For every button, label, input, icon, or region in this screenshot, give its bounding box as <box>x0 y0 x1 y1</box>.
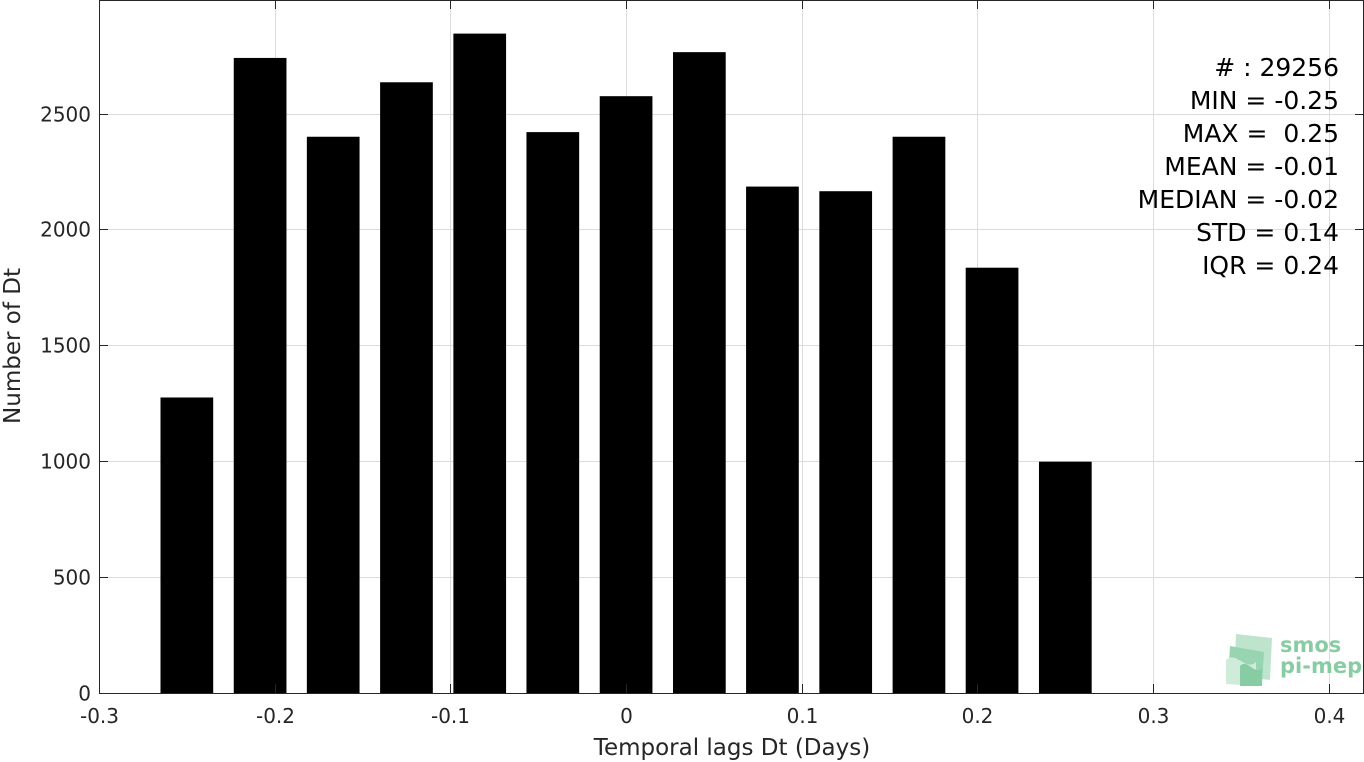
y-tick-label: 0 <box>78 682 91 706</box>
plot-frame <box>99 0 1364 694</box>
x-tick-label: -0.2 <box>256 704 295 728</box>
x-axis-label: Temporal lags Dt (Days) <box>593 735 870 761</box>
histogram-bar <box>526 132 580 694</box>
histogram-bar <box>306 136 360 693</box>
stat-line: IQR = 0.24 <box>1202 251 1339 280</box>
bars-layer <box>160 33 1092 694</box>
stat-line: STD = 0.14 <box>1196 218 1339 247</box>
histogram-bar <box>233 57 287 694</box>
histogram-bar <box>380 82 433 693</box>
x-tick-labels: -0.3 -0.2 -0.1 0 0.1 0.2 0.3 0.4 <box>80 704 1345 728</box>
stat-line: MEAN = -0.01 <box>1164 152 1339 181</box>
histogram-bar <box>599 96 653 694</box>
stat-line: MIN = -0.25 <box>1190 86 1339 115</box>
stat-line: # : 29256 <box>1214 53 1339 82</box>
grid-layer <box>99 0 1364 693</box>
x-tick-label: 0.2 <box>962 704 994 728</box>
y-tick-label: 2000 <box>40 218 91 242</box>
y-tick-label: 500 <box>53 566 91 590</box>
y-tick-label: 1000 <box>40 450 91 474</box>
y-tick-label: 2500 <box>40 103 91 127</box>
x-tick-label: 0.1 <box>787 704 819 728</box>
histogram-bar <box>672 52 726 694</box>
y-axis-label: Number of Dt <box>0 268 26 424</box>
x-tick-label: 0.3 <box>1138 704 1170 728</box>
smos-pi-mep-logo: smos pi-mep <box>1226 633 1362 686</box>
histogram-bar <box>160 397 214 693</box>
logo-text-smos: smos <box>1280 633 1341 657</box>
histogram-bar <box>965 267 1019 693</box>
stats-annotation: # : 29256 MIN = -0.25 MAX = 0.25 MEAN = -0.… <box>1138 53 1339 280</box>
histogram-bar <box>746 186 799 694</box>
histogram-bar <box>819 191 873 693</box>
x-tick-label: 0 <box>620 704 633 728</box>
x-tick-label: -0.1 <box>431 704 470 728</box>
ticks-layer <box>99 0 1364 694</box>
histogram-bar <box>1038 461 1092 693</box>
stat-line: MEDIAN = -0.02 <box>1138 185 1339 214</box>
logo-text-pi-mep: pi-mep <box>1280 654 1362 678</box>
y-tick-labels: 0 500 1000 1500 2000 2500 <box>40 103 91 706</box>
x-tick-label: -0.3 <box>80 704 119 728</box>
logo-mark-icon <box>1226 634 1272 686</box>
y-tick-label: 1500 <box>40 334 91 358</box>
histogram-bar <box>892 136 946 693</box>
x-tick-label: 0.4 <box>1314 704 1346 728</box>
stat-line: MAX = 0.25 <box>1183 119 1339 148</box>
histogram-bar <box>453 33 507 693</box>
